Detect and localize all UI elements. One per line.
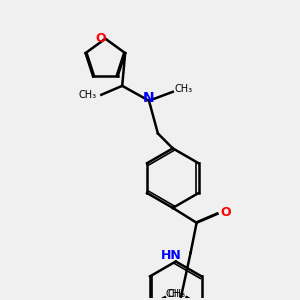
Text: O: O (96, 32, 106, 45)
Text: CH₃: CH₃ (166, 289, 184, 299)
Text: CH₃: CH₃ (174, 84, 192, 94)
Text: O: O (220, 206, 231, 219)
Text: CH₃: CH₃ (79, 90, 97, 100)
Text: HN: HN (161, 249, 182, 262)
Text: N: N (143, 91, 155, 105)
Text: CH₃: CH₃ (168, 289, 186, 299)
